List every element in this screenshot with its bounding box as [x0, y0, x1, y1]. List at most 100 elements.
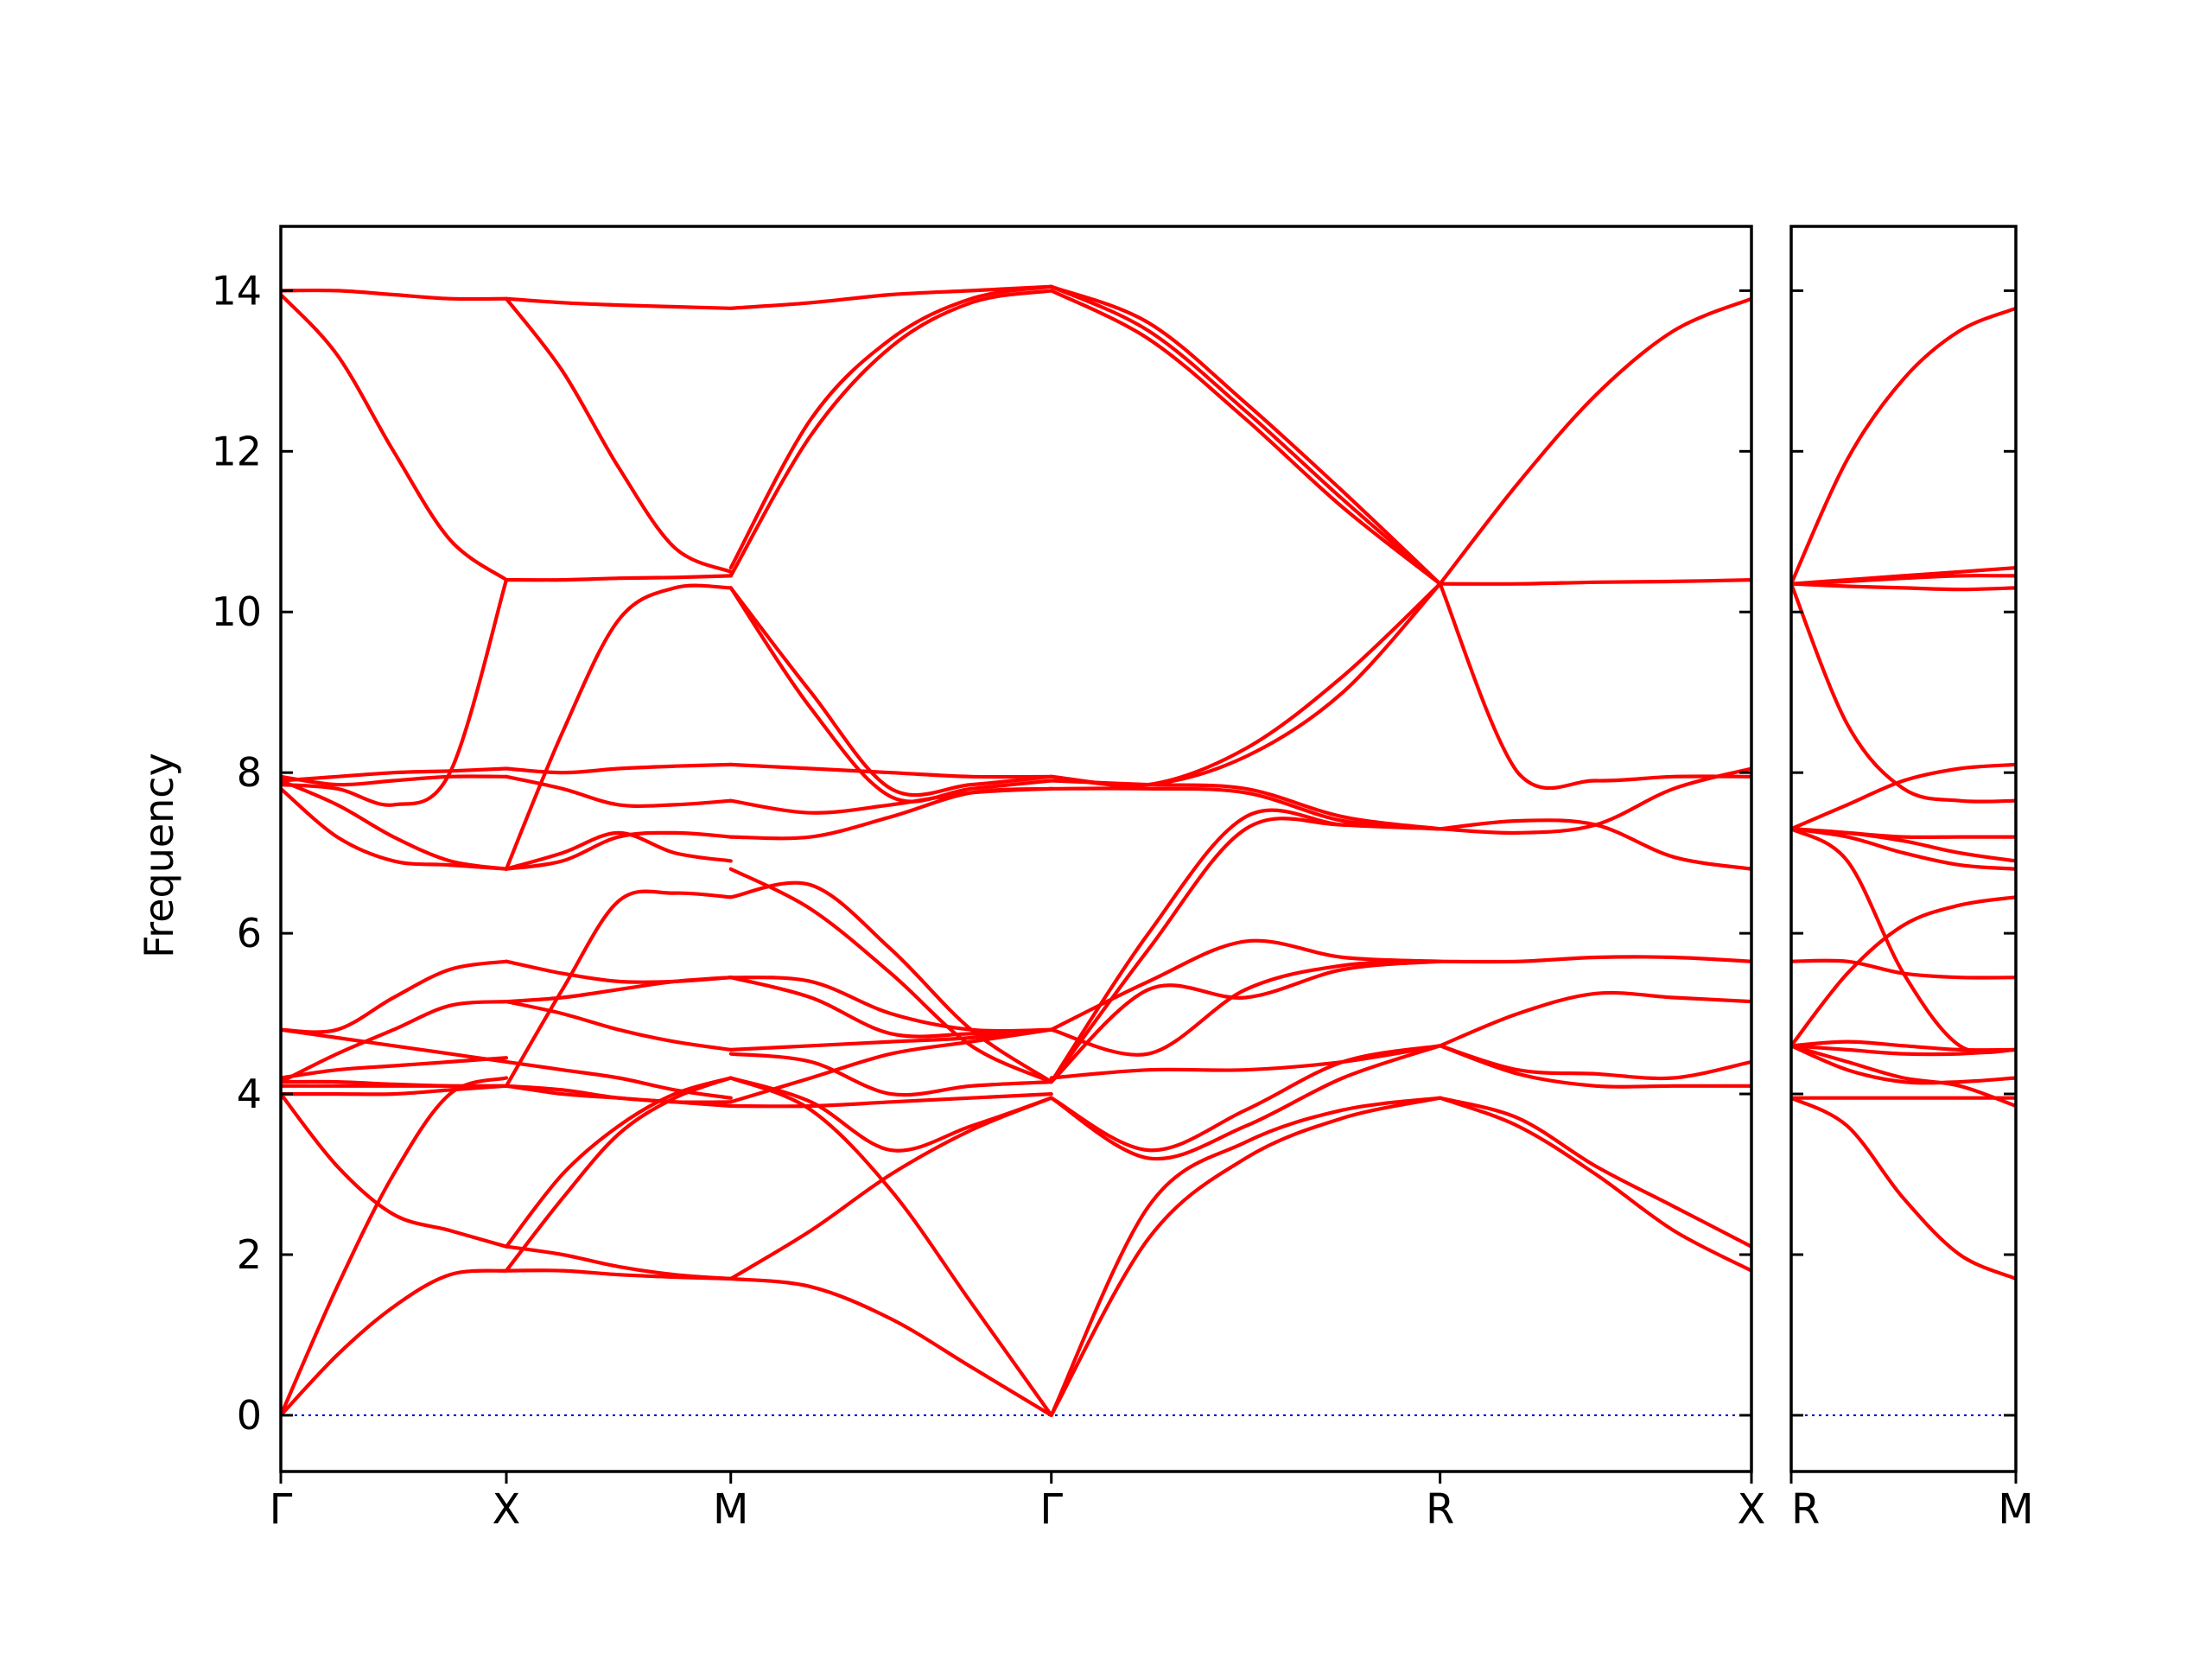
band-line-M-Γ-11 — [728, 867, 1053, 1084]
y-tick-label: 14 — [211, 267, 262, 314]
x-tick-label: X — [493, 1485, 521, 1534]
band-line-M-Γ-13 — [728, 786, 1053, 815]
x-tick-label: M — [713, 1485, 748, 1534]
band-line-Γ-X-16 — [281, 292, 509, 582]
y-tick-label: 4 — [237, 1071, 262, 1117]
band-line-Γ-X-6 — [281, 1000, 509, 1084]
band-line-R-X-1 — [1438, 1096, 1751, 1249]
band-line-M-Γ-0 — [728, 1276, 1053, 1417]
x-tick-label: Γ — [1039, 1485, 1063, 1534]
band-line-Γ-R-16 — [1049, 284, 1442, 586]
band-line-Γ-X-4 — [281, 1079, 509, 1089]
panel-frame — [1789, 225, 2018, 1473]
band-line-M-Γ-16 — [728, 586, 1053, 798]
band-line-Γ-X-12 — [281, 774, 509, 787]
band-line-M-Γ-4 — [728, 1092, 1053, 1109]
band-line-X-M-1 — [504, 1244, 733, 1281]
band-line-M-Γ-3 — [728, 1076, 1053, 1153]
band-line-R-X-2 — [1438, 1044, 1751, 1089]
band-line-R-M-8 — [1791, 827, 2016, 1055]
y-tick-label: 12 — [211, 428, 262, 474]
band-line-Γ-R-4 — [1049, 1044, 1442, 1080]
y-tick-label: 6 — [237, 910, 262, 957]
band-line-R-M-3 — [1791, 1044, 2016, 1085]
band-line-R-M-11 — [1791, 827, 2016, 840]
x-tick-label: X — [1738, 1485, 1766, 1534]
band-line-R-X-7 — [1438, 766, 1751, 836]
band-line-Γ-R-3 — [1049, 1044, 1442, 1153]
band-line-X-M-18 — [504, 296, 733, 310]
band-line-Γ-R-0 — [1049, 1096, 1442, 1417]
band-line-R-M-6 — [1791, 895, 2016, 1048]
band-line-M-Γ-5 — [728, 1052, 1053, 1097]
band-line-X-M-10 — [504, 976, 733, 1004]
bands-group — [1791, 306, 2016, 1416]
band-line-Γ-R-13 — [1049, 582, 1442, 788]
band-line-Γ-X-2 — [281, 1092, 509, 1249]
band-line-Γ-X-15 — [281, 288, 509, 302]
band-line-R-M-0 — [1791, 1096, 2016, 1281]
band-line-X-M-11 — [504, 830, 733, 871]
x-tick-label: R — [1426, 1485, 1454, 1534]
band-line-X-M-16 — [504, 574, 733, 582]
band-line-M-Γ-14 — [728, 762, 1053, 779]
band-line-M-Γ-19 — [728, 284, 1053, 310]
band-line-M-Γ-8 — [728, 976, 1053, 1033]
band-line-M-Γ-9 — [728, 976, 1053, 1039]
band-line-Γ-R-14 — [1049, 289, 1442, 586]
band-line-M-Γ-10 — [728, 880, 1053, 1084]
band-line-Γ-X-8 — [281, 1027, 509, 1064]
band-line-M-Γ-7 — [728, 1027, 1053, 1052]
band-line-R-X-4 — [1438, 990, 1751, 1048]
band-line-X-M-8 — [504, 1000, 733, 1052]
x-tick-label: M — [1998, 1485, 2033, 1534]
band-line-M-Γ-18 — [728, 284, 1053, 570]
band-line-X-M-7 — [504, 889, 733, 1088]
x-tick-label: Γ — [270, 1485, 293, 1534]
band-line-R-X-9 — [1438, 578, 1751, 586]
band-line-Γ-R-9 — [1049, 808, 1442, 1084]
x-tick-label: R — [1791, 1485, 1820, 1534]
band-line-Γ-X-11 — [281, 779, 509, 871]
y-axis-label: Frequency — [136, 753, 182, 958]
band-line-Γ-R-1 — [1049, 1096, 1442, 1417]
band-line-X-M-12 — [504, 830, 733, 871]
band-line-Γ-X-0 — [281, 1268, 509, 1417]
band-line-R-X-8 — [1438, 582, 1751, 791]
band-line-M-Γ-2 — [728, 1076, 1053, 1417]
band-line-Γ-R-2 — [1049, 1044, 1442, 1161]
band-line-X-M-6 — [504, 1059, 733, 1100]
band-line-R-X-10 — [1438, 296, 1751, 586]
band-line-Γ-X-13 — [281, 766, 509, 783]
band-line-Γ-R-15 — [1049, 284, 1442, 586]
band-line-M-Γ-17 — [728, 289, 1053, 578]
band-line-R-X-0 — [1438, 1096, 1751, 1273]
panel-main: 0 2 4 6 8 10 12 14 Γ X M Γ R X — [211, 225, 1766, 1534]
band-line-Γ-X-5 — [281, 1056, 509, 1080]
band-line-R-M-9 — [1791, 827, 2016, 871]
band-line-Γ-R-6 — [1049, 959, 1442, 1057]
y-tick-label: 10 — [211, 588, 262, 635]
band-line-Γ-X-7 — [281, 959, 509, 1034]
band-line-Γ-X-9 — [281, 1084, 509, 1096]
y-tick-label: 0 — [237, 1392, 262, 1439]
band-line-X-M-13 — [504, 774, 733, 809]
band-line-R-M-12 — [1791, 762, 2016, 831]
band-line-Γ-R-5 — [1049, 959, 1442, 1084]
band-line-R-M-5 — [1791, 1039, 2016, 1052]
band-line-X-M-5 — [504, 1084, 733, 1104]
band-line-Γ-X-14 — [281, 578, 509, 807]
band-line-R-M-13 — [1791, 582, 2016, 804]
band-line-X-M-3 — [504, 1076, 733, 1249]
y-tick-label: 2 — [237, 1231, 262, 1278]
band-line-M-Γ-15 — [728, 586, 1053, 804]
band-line-R-M-14 — [1791, 582, 2016, 592]
band-line-M-Γ-6 — [728, 1027, 1053, 1104]
band-line-R-M-17 — [1791, 306, 2016, 586]
y-tick-label: 8 — [237, 749, 262, 796]
panel-frame — [279, 225, 1753, 1473]
